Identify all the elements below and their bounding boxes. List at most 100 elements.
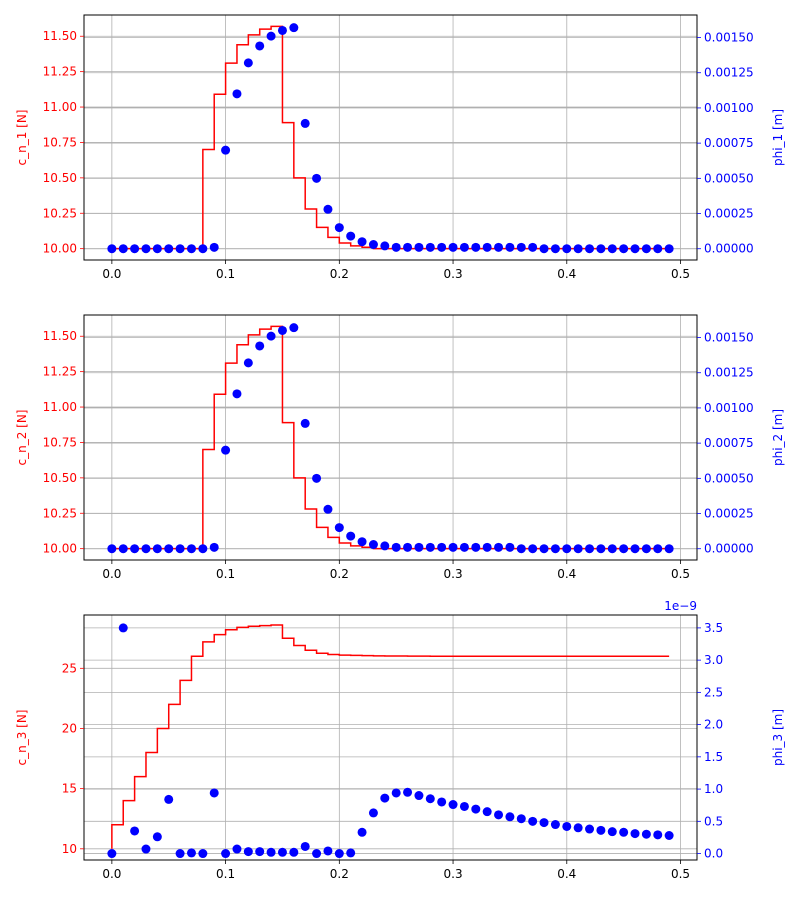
left-tick-label: 10.00 — [43, 542, 77, 556]
point-phi_2 — [107, 544, 117, 554]
point-phi_1 — [118, 244, 128, 254]
point-phi_1 — [368, 240, 378, 250]
point-phi_2 — [607, 544, 617, 554]
axes-frame — [83, 14, 698, 261]
point-phi_1 — [437, 242, 447, 252]
point-phi_2 — [266, 331, 276, 341]
point-phi_3 — [550, 820, 560, 830]
point-phi_2 — [277, 325, 287, 335]
right-tick-label: 0.0 — [704, 847, 723, 861]
left-tick-label: 25 — [62, 661, 77, 675]
point-phi_3 — [380, 793, 390, 803]
point-phi_2 — [357, 537, 367, 547]
point-phi_1 — [152, 244, 162, 254]
point-phi_3 — [482, 807, 492, 817]
point-phi_1 — [482, 242, 492, 252]
point-phi_2 — [334, 523, 344, 533]
point-phi_2 — [403, 542, 413, 552]
point-phi_2 — [255, 341, 265, 351]
x-tick-label: 0.0 — [102, 267, 121, 281]
point-phi_3 — [414, 791, 424, 801]
point-phi_1 — [130, 244, 140, 254]
right-tick-label: 2.0 — [704, 718, 723, 732]
point-phi_3 — [198, 849, 208, 859]
point-phi_2 — [539, 544, 549, 554]
point-phi_3 — [152, 832, 162, 842]
point-phi_1 — [266, 31, 276, 41]
point-phi_1 — [619, 244, 629, 254]
right-tick-label: 1.5 — [704, 750, 723, 764]
x-tick-label: 0.5 — [671, 867, 690, 881]
x-tick-label: 0.1 — [216, 567, 235, 581]
point-phi_2 — [664, 544, 674, 554]
point-phi_3 — [118, 623, 128, 633]
point-phi_3 — [277, 847, 287, 857]
point-phi_3 — [403, 787, 413, 797]
point-phi_2 — [641, 544, 651, 554]
point-phi_2 — [653, 544, 663, 554]
point-phi_3 — [505, 812, 515, 822]
point-phi_1 — [312, 173, 322, 183]
x-tick-label: 0.4 — [557, 867, 576, 881]
point-phi_1 — [403, 242, 413, 252]
point-phi_1 — [653, 244, 663, 254]
point-phi_1 — [300, 118, 310, 128]
point-phi_2 — [562, 544, 572, 554]
point-phi_3 — [130, 826, 140, 836]
left-tick-label: 11.00 — [43, 400, 77, 414]
left-tick-label: 11.50 — [43, 329, 77, 343]
point-phi_3 — [334, 849, 344, 859]
point-phi_2 — [619, 544, 629, 554]
right-tick-label: 0.00150 — [704, 31, 754, 45]
point-phi_3 — [573, 823, 583, 833]
point-phi_2 — [448, 542, 458, 552]
right-tick-label: 0.5 — [704, 814, 723, 828]
right-tick-label: 0.00025 — [704, 507, 754, 521]
point-phi_2 — [391, 542, 401, 552]
point-phi_1 — [505, 242, 515, 252]
right-axis-offset-text: 1e−9 — [664, 599, 697, 613]
x-tick-label: 0.2 — [330, 567, 349, 581]
point-phi_2 — [209, 542, 219, 552]
subplot-2: 0.0 0.1 0.2 0.3 0.4 0.5 10.00 10.25 10.50 10.75 11… — [15, 314, 785, 581]
point-phi_1 — [107, 244, 117, 254]
point-phi_3 — [175, 849, 185, 859]
point-phi_3 — [391, 788, 401, 798]
point-phi_2 — [118, 544, 128, 554]
point-phi_2 — [346, 531, 356, 541]
point-phi_2 — [414, 542, 424, 552]
point-phi_2 — [368, 540, 378, 550]
point-phi_3 — [312, 849, 322, 859]
point-phi_1 — [596, 244, 606, 254]
point-phi_1 — [175, 244, 185, 254]
point-phi_3 — [164, 794, 174, 804]
point-phi_3 — [641, 829, 651, 839]
left-axis-label: c_n_1 [N] — [15, 110, 29, 166]
point-phi_1 — [380, 241, 390, 251]
point-phi_1 — [425, 242, 435, 252]
point-phi_1 — [562, 244, 572, 254]
point-phi_3 — [448, 800, 458, 810]
subplot-1: 0.0 0.1 0.2 0.3 0.4 0.5 10.00 10.25 10.50 10.75 11… — [15, 14, 785, 281]
right-tick-label: 0.00075 — [704, 436, 754, 450]
point-phi_3 — [596, 825, 606, 835]
point-phi_1 — [391, 242, 401, 252]
point-phi_3 — [664, 831, 674, 840]
right-tick-label: 0.00075 — [704, 136, 754, 150]
point-phi_1 — [664, 244, 674, 254]
point-phi_1 — [255, 41, 265, 51]
point-phi_3 — [494, 810, 504, 820]
point-phi_1 — [334, 223, 344, 233]
point-phi_2 — [289, 323, 299, 333]
point-phi_1 — [641, 244, 651, 254]
x-tick-label: 0.3 — [444, 267, 463, 281]
right-axis-label: phi_2 [m] — [771, 409, 785, 466]
point-phi_1 — [221, 145, 231, 155]
point-phi_2 — [232, 389, 242, 399]
series-c_n_2-line — [111, 325, 670, 550]
x-tick-label: 0.2 — [330, 267, 349, 281]
left-tick-label: 10.50 — [43, 471, 77, 485]
point-phi_1 — [186, 244, 196, 254]
point-phi_1 — [164, 244, 174, 254]
point-phi_2 — [505, 542, 515, 552]
